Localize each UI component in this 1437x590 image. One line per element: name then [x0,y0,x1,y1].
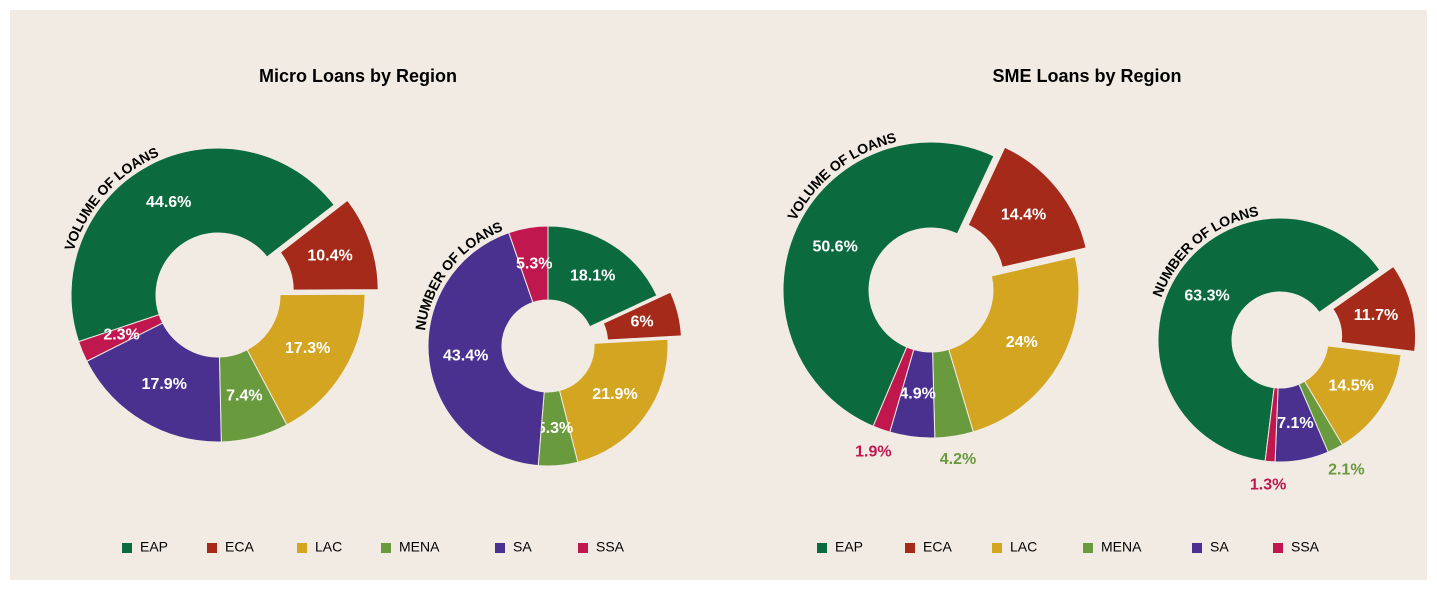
data-label: 21.9% [592,386,637,403]
donut-slice [872,346,915,433]
data-label: 2.1% [1328,461,1364,478]
donut-slice [602,291,682,341]
chart-title: SME Loans by Region [992,66,1181,86]
legend-label: LAC [315,539,342,555]
data-label: 7.4% [226,387,262,404]
legend-swatch [1273,543,1283,553]
data-label: 17.9% [142,376,187,393]
data-label: 50.6% [812,238,857,255]
data-label: 14.4% [1001,206,1046,223]
donut-slice [1332,265,1417,353]
data-label: 24% [1006,334,1038,351]
legend-label: EAP [835,539,863,555]
donut-slice [279,199,379,291]
donut-slice [782,141,995,427]
data-label: 1.9% [855,443,891,460]
donut-slice [246,293,366,426]
legend-swatch [1083,543,1093,553]
legend-swatch [578,543,588,553]
legend-swatch [495,543,505,553]
chart-title: Micro Loans by Region [259,66,457,86]
legend-label: SSA [1291,539,1320,555]
legend-label: ECA [923,539,952,555]
legend-swatch [1192,543,1202,553]
data-label: 17.3% [285,340,330,357]
donut-slice [1264,387,1279,463]
data-label: 2.3% [103,326,139,343]
legend-swatch [207,543,217,553]
data-label: 18.1% [570,267,615,284]
donut-slice [86,322,222,443]
legend-label: SSA [596,539,625,555]
legend-label: SA [1210,539,1229,555]
data-label: 63.3% [1184,288,1229,305]
donut-slice [77,314,164,362]
legend-swatch [122,543,132,553]
data-label: 4.2% [940,451,976,468]
donut-slice [70,147,335,343]
data-label: 6% [631,314,654,331]
legend-swatch [992,543,1002,553]
data-label: 5.3% [537,420,573,437]
legend-label: MENA [399,539,440,555]
data-label: 10.4% [307,248,352,265]
donut-slice [948,256,1080,433]
data-label: 7.1% [1277,415,1313,432]
legend-swatch [905,543,915,553]
data-label: 4.9% [899,385,935,402]
data-label: 1.3% [1250,477,1286,494]
legend-label: MENA [1101,539,1142,555]
legend-label: SA [513,539,532,555]
donut-slice [547,225,658,328]
donut-slice [1157,217,1381,462]
donut-slice [967,146,1087,268]
data-label: 5.3% [516,255,552,272]
legend-label: LAC [1010,539,1037,555]
legend-swatch [817,543,827,553]
donut-slice [558,338,669,463]
data-label: 44.6% [146,194,191,211]
donut-slice [508,225,549,304]
donut-slice [1303,345,1402,446]
data-label: 43.4% [443,348,488,365]
legend-label: EAP [140,539,168,555]
donut-slice [427,231,545,467]
data-label: 11.7% [1354,307,1398,324]
legend-swatch [381,543,391,553]
legend-swatch [297,543,307,553]
data-label: 14.5% [1329,378,1374,395]
legend-label: ECA [225,539,254,555]
